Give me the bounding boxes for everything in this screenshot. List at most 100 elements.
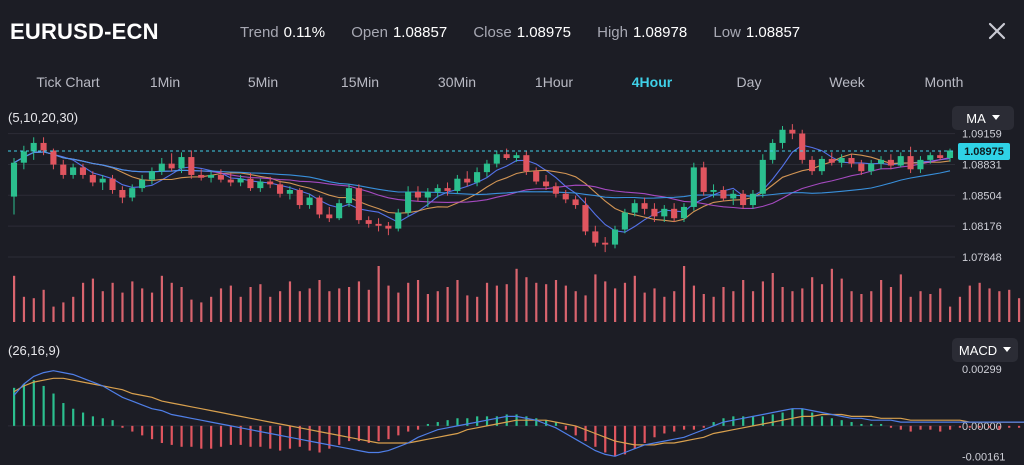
macd-histogram-bar (899, 425, 902, 430)
macd-histogram-bar (249, 425, 252, 447)
volume-bar (949, 306, 952, 322)
candle-body (326, 214, 333, 219)
macd-histogram-bar (545, 420, 548, 426)
volume-bar (298, 291, 301, 322)
volume-bar (229, 285, 232, 322)
volume-bar (870, 291, 873, 322)
volume-bar (554, 280, 558, 322)
tab-5min[interactable]: 5Min (247, 74, 279, 90)
volume-bar (968, 285, 971, 322)
price-axis-tick: 1.07848 (962, 252, 1002, 264)
tab-month[interactable]: Month (924, 74, 964, 90)
macd-histogram-bar (387, 425, 390, 440)
volume-bar (357, 281, 361, 322)
macd-histogram-bar (318, 425, 321, 453)
macd-histogram-bar (860, 423, 863, 426)
volume-bar (190, 299, 193, 322)
macd-histogram-bar (830, 418, 833, 426)
macd-histogram-bar (761, 416, 764, 426)
candle-body (749, 193, 757, 206)
candle-body (316, 197, 323, 215)
tab-day[interactable]: Day (736, 74, 762, 90)
macd-histogram-bar (495, 416, 498, 426)
candle-body (779, 129, 786, 143)
candle-body (464, 178, 471, 183)
tab-1hour[interactable]: 1Hour (534, 74, 574, 90)
volume-bar (239, 296, 242, 322)
volume-bar (456, 280, 459, 322)
macd-histogram-bar (219, 425, 223, 447)
ma30-line (13, 151, 951, 199)
candle-body (572, 199, 579, 206)
tab-15min[interactable]: 15Min (340, 74, 380, 90)
macd-dif-line (13, 370, 1024, 457)
stat-label: Low (713, 24, 741, 41)
volume-bar (288, 281, 292, 322)
ma-params: (5,10,20,30) (8, 110, 79, 125)
tab-tick-chart[interactable]: Tick Chart (36, 74, 100, 90)
candle-body (493, 154, 500, 164)
volume-bar (742, 280, 745, 322)
macd-histogram-bar (820, 416, 824, 426)
chevron-down-icon (991, 115, 1000, 120)
candle-body (306, 197, 313, 206)
candle-body (148, 171, 155, 180)
macd-histogram-bar (978, 425, 981, 428)
volume-bar (899, 274, 902, 322)
candle-body (129, 188, 136, 198)
volume-bar (485, 282, 489, 322)
macd-histogram-bar (939, 425, 942, 432)
stat-trend: Trend 0.11% (240, 24, 325, 41)
volume-bar (347, 287, 351, 322)
candle-body (79, 167, 87, 175)
volume-bar (535, 282, 538, 322)
candle-body (809, 159, 816, 172)
candle-body (434, 188, 441, 192)
macd-selector-button[interactable]: MACD (952, 338, 1018, 362)
volume-bar (781, 287, 784, 322)
volume-bar (771, 273, 774, 322)
volume-bar (939, 288, 942, 322)
stat-value: 1.08978 (632, 24, 688, 41)
macd-histogram-bar (535, 418, 538, 426)
macd-histogram-bar (52, 393, 55, 426)
volume-bar (308, 288, 311, 322)
candle-body (828, 158, 835, 163)
ma-selector-label: MA (966, 110, 986, 126)
candle-body (345, 188, 353, 204)
price-axis-tick: 1.08831 (962, 159, 1002, 171)
volume-bar (811, 277, 814, 322)
volume-bar (170, 282, 173, 322)
candle-body (671, 208, 678, 219)
volume-bar (998, 291, 1001, 322)
candle-body (730, 193, 737, 199)
macd-histogram-bar (840, 420, 843, 426)
candle-body (592, 231, 599, 243)
close-icon[interactable] (986, 20, 1008, 42)
macd-histogram-bar (949, 425, 952, 430)
volume-bar (387, 285, 390, 322)
ma-selector-button[interactable]: MA (952, 106, 1014, 130)
candle-body (257, 181, 264, 189)
macd-histogram-bar (919, 425, 922, 430)
tab-week[interactable]: Week (829, 74, 865, 90)
candle-body (444, 188, 451, 191)
macd-histogram-bar (32, 380, 35, 426)
macd-histogram-bar (643, 425, 646, 443)
macd-histogram-bar (81, 412, 85, 426)
macd-histogram-bar (732, 416, 735, 426)
volume-bar (653, 288, 656, 322)
candle-body (109, 178, 116, 190)
tab-4hour[interactable]: 4Hour (631, 74, 673, 90)
volume-bar (732, 291, 735, 322)
candle-body (395, 212, 402, 229)
macd-histogram-bar (801, 408, 804, 426)
macd-histogram-bar (968, 425, 971, 428)
volume-bar (880, 280, 883, 322)
volume-bar (525, 277, 528, 322)
volume-bar (840, 278, 843, 322)
volume-bar (623, 282, 627, 322)
tab-30min[interactable]: 30Min (437, 74, 477, 90)
candle-body (168, 163, 175, 169)
tab-1min[interactable]: 1Min (149, 74, 181, 90)
